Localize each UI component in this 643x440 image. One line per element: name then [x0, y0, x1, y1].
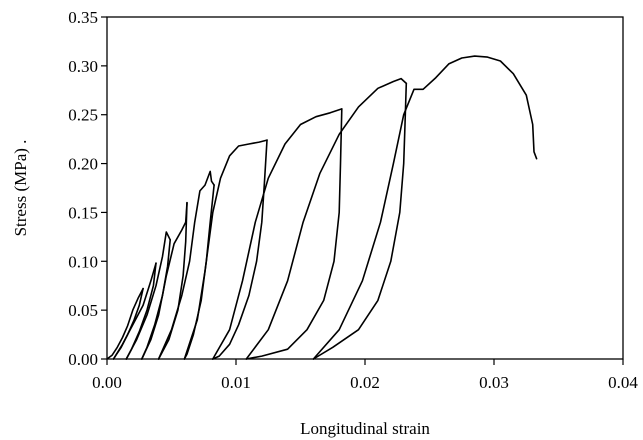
y-tick-label: 0.20 [68, 155, 98, 174]
y-tick-label: 0.00 [68, 350, 98, 369]
stress-strain-curve-9 [157, 170, 215, 360]
stress-strain-curve-15 [245, 77, 408, 360]
stress-strain-curve-1 [106, 287, 144, 360]
y-tick-label: 0.15 [68, 203, 98, 222]
x-tick-label: 0.02 [350, 373, 380, 392]
plot-frame [106, 16, 624, 360]
x-tick-label: 0.03 [479, 373, 509, 392]
stress-strain-curve-8 [157, 201, 188, 360]
y-tick-label: 0.35 [68, 8, 98, 27]
stress-strain-curve-14 [245, 108, 343, 360]
stress-strain-curve-10 [183, 184, 215, 360]
series-layer [106, 55, 538, 360]
x-tick-label: 0.04 [608, 373, 638, 392]
y-axis-title: Stress (MPa) . [11, 140, 30, 237]
x-tick-label: 0.00 [92, 373, 122, 392]
y-tick-label: 0.25 [68, 106, 98, 125]
stress-strain-curve-11 [183, 139, 268, 360]
stress-strain-curve-5 [125, 231, 171, 360]
stress-strain-curve-7 [141, 201, 188, 360]
y-tick-label: 0.05 [68, 301, 98, 320]
x-tick-label: 0.01 [221, 373, 251, 392]
stress-strain-curve-17 [312, 55, 538, 360]
x-axis-ticks: 0.00 0.01 0.02 0.03 0.04 [92, 359, 638, 392]
stress-strain-curve-16 [312, 82, 408, 360]
plot-area [106, 16, 624, 360]
stress-strain-curve-13 [212, 108, 343, 360]
y-tick-label: 0.10 [68, 252, 98, 271]
stress-strain-curve-3 [112, 262, 157, 360]
stress-strain-curve-12 [212, 139, 268, 360]
y-tick-label: 0.30 [68, 57, 98, 76]
y-axis-ticks: 0.00 0.05 0.10 0.15 0.20 0.25 0.30 0.35 [68, 8, 107, 369]
x-axis-title: Longitudinal strain [300, 419, 430, 438]
